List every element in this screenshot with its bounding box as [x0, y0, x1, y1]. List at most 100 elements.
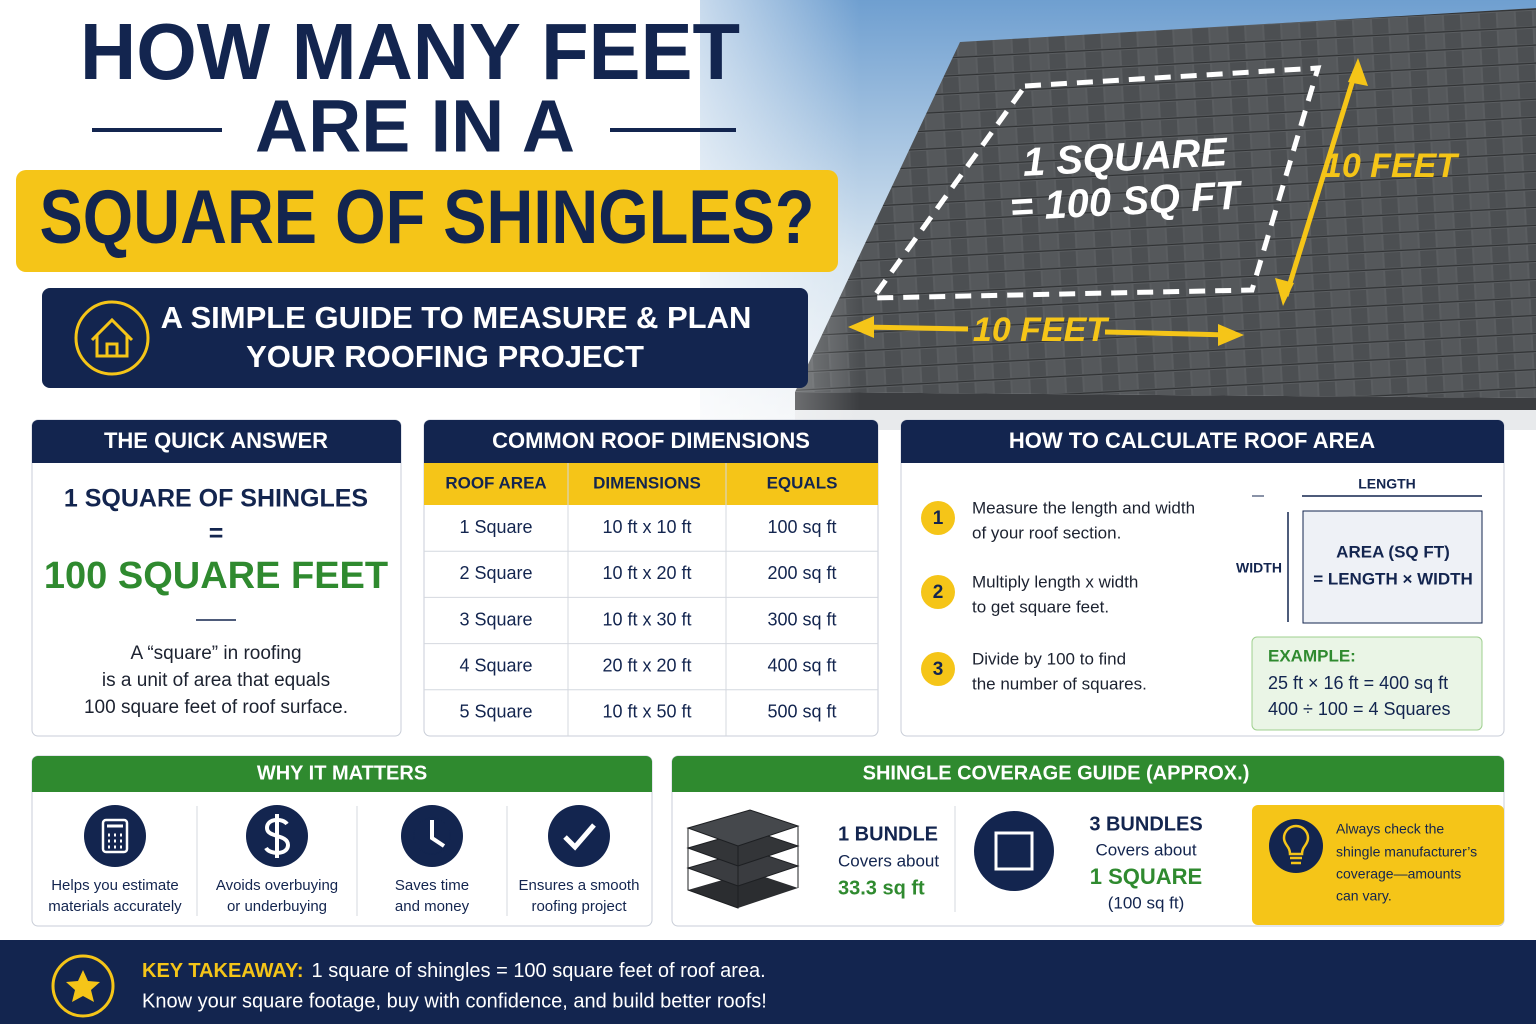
why-text: roofing project: [531, 898, 627, 915]
calculate-card: HOW TO CALCULATE ROOF AREA LENGTH WIDTH …: [900, 419, 1505, 737]
formula: = LENGTH × WIDTH: [1313, 569, 1473, 588]
star-icon: [66, 970, 100, 1002]
takeaway-line: 1 square of shingles = 100 square feet o…: [312, 960, 766, 982]
table-cell: 10 ft x 30 ft: [602, 609, 691, 629]
house-icon: [90, 317, 134, 358]
why-text: Ensures a smooth: [519, 877, 640, 894]
table-cell: 100 sq ft: [767, 517, 836, 537]
subtitle: YOUR ROOFING PROJECT: [246, 339, 644, 374]
answer-line: 1 SQUARE OF SHINGLES: [64, 485, 368, 513]
takeaway-line: Know your square footage, buy with confi…: [142, 990, 767, 1012]
why-text: Helps you estimate: [51, 877, 179, 894]
roof: [795, 8, 1536, 398]
step-text: to get square feet.: [972, 597, 1109, 616]
table-cell: 400 sq ft: [767, 655, 836, 675]
bundles-text: Covers about: [1095, 840, 1196, 859]
step-text: Divide by 100 to find: [972, 649, 1126, 668]
step-text: Measure the length and width: [972, 498, 1195, 517]
area-box: [1302, 510, 1483, 624]
description: 100 square feet of roof surface.: [84, 697, 348, 718]
table-cell: 10 ft x 10 ft: [602, 517, 691, 537]
card-heading: THE QUICK ANSWER: [104, 428, 328, 453]
example-line: 400 ÷ 100 = 4 Squares: [1268, 699, 1451, 719]
why-text: and money: [395, 898, 470, 915]
table-cell: 20 ft x 20 ft: [602, 655, 691, 675]
table-header-row: [424, 463, 878, 505]
card-heading: SHINGLE COVERAGE GUIDE (APPROX.): [863, 762, 1250, 784]
length-label: LENGTH: [1358, 476, 1416, 492]
table-cell: 10 ft x 20 ft: [602, 563, 691, 583]
step-text: of your roof section.: [972, 523, 1121, 542]
title: ARE IN A: [255, 85, 575, 168]
dollar-icon: [264, 814, 291, 858]
square-outline: [868, 65, 1322, 301]
card-heading: WHY IT MATTERS: [257, 762, 427, 784]
check-icon: [548, 805, 610, 867]
table-cell: 4 Square: [459, 655, 532, 675]
step-badge: [921, 652, 955, 686]
table-cell: 200 sq ft: [767, 563, 836, 583]
title-highlight-box: [16, 170, 838, 272]
step-number: 1: [933, 508, 944, 529]
why-card: WHY IT MATTERS Helps you estimate materia…: [31, 755, 653, 927]
width-arrow: [1104, 329, 1231, 338]
dimensions-table: COMMON ROOF DIMENSIONS ROOF AREA DIMENSIO…: [423, 419, 879, 737]
arrow-head: [1348, 58, 1368, 86]
bundles-note: (100 sq ft): [1108, 893, 1185, 912]
bundle-image: [687, 826, 799, 909]
arrow-head: [1275, 278, 1294, 306]
why-text: Avoids overbuying: [216, 877, 338, 894]
house-icon: [74, 300, 150, 376]
step-text: the number of squares.: [972, 674, 1147, 693]
table-cell: 2 Square: [459, 563, 532, 583]
tip-text: coverage—amounts: [1336, 866, 1461, 882]
check-icon: [563, 823, 596, 851]
card-header: [32, 756, 652, 792]
bundle-amount: 33.3 sq ft: [838, 877, 925, 899]
card-heading: COMMON ROOF DIMENSIONS: [492, 428, 810, 453]
formula: AREA (SQ FT): [1336, 542, 1450, 561]
height-label: 10 FEET: [1323, 147, 1460, 185]
tip-text: shingle manufacturer’s: [1336, 844, 1477, 860]
bundles-amount: 1 SQUARE: [1090, 864, 1202, 889]
card-heading: HOW TO CALCULATE ROOF AREA: [1009, 428, 1375, 453]
card-header: [901, 420, 1504, 463]
bulb-icon: [1269, 819, 1323, 873]
card-header: [672, 756, 1504, 792]
tip-text: Always check the: [1336, 821, 1444, 837]
table-cell: 3 Square: [459, 609, 532, 629]
subtitle: A SIMPLE GUIDE TO MEASURE & PLAN: [161, 300, 752, 335]
table-cell: 5 Square: [459, 702, 532, 722]
answer-equals: =: [209, 520, 224, 548]
example-line: 25 ft × 16 ft = 400 sq ft: [1268, 673, 1448, 693]
table-cell: 500 sq ft: [767, 702, 836, 722]
square-label: 1 SQUARE: [1022, 130, 1230, 185]
takeaway: KEY TAKEAWAY: 1 square of shingles = 100 …: [142, 960, 766, 982]
column-header: DIMENSIONS: [593, 473, 701, 492]
height-arrow: [1283, 69, 1359, 297]
table-cell: 10 ft x 50 ft: [602, 702, 691, 722]
coverage-card: SHINGLE COVERAGE GUIDE (APPROX.) 1 BUNDL…: [671, 755, 1505, 927]
clock-icon: [413, 817, 451, 855]
bulb-icon: [1282, 824, 1310, 865]
square-icon: [994, 831, 1034, 871]
table-cell: 1 Square: [459, 517, 532, 537]
takeaway-label: KEY TAKEAWAY:: [142, 960, 304, 982]
bundle-text: Covers about: [838, 851, 939, 870]
width-arrow: [859, 324, 969, 332]
calculator-icon: [107, 824, 123, 849]
why-text: Saves time: [395, 877, 469, 894]
bundles-title: 3 BUNDLES: [1089, 813, 1202, 835]
step-number: 2: [933, 582, 944, 603]
description: A “square” in roofing: [130, 643, 301, 664]
arrow-head: [848, 316, 874, 338]
clock-icon: [430, 820, 446, 848]
footer: [0, 940, 1536, 1024]
subtitle-box: [42, 288, 808, 388]
table-cell: 300 sq ft: [767, 609, 836, 629]
title: HOW MANY FEET: [80, 7, 740, 96]
answer-result: 100 SQUARE FEET: [44, 555, 388, 597]
step-text: Multiply length x width: [972, 572, 1138, 591]
